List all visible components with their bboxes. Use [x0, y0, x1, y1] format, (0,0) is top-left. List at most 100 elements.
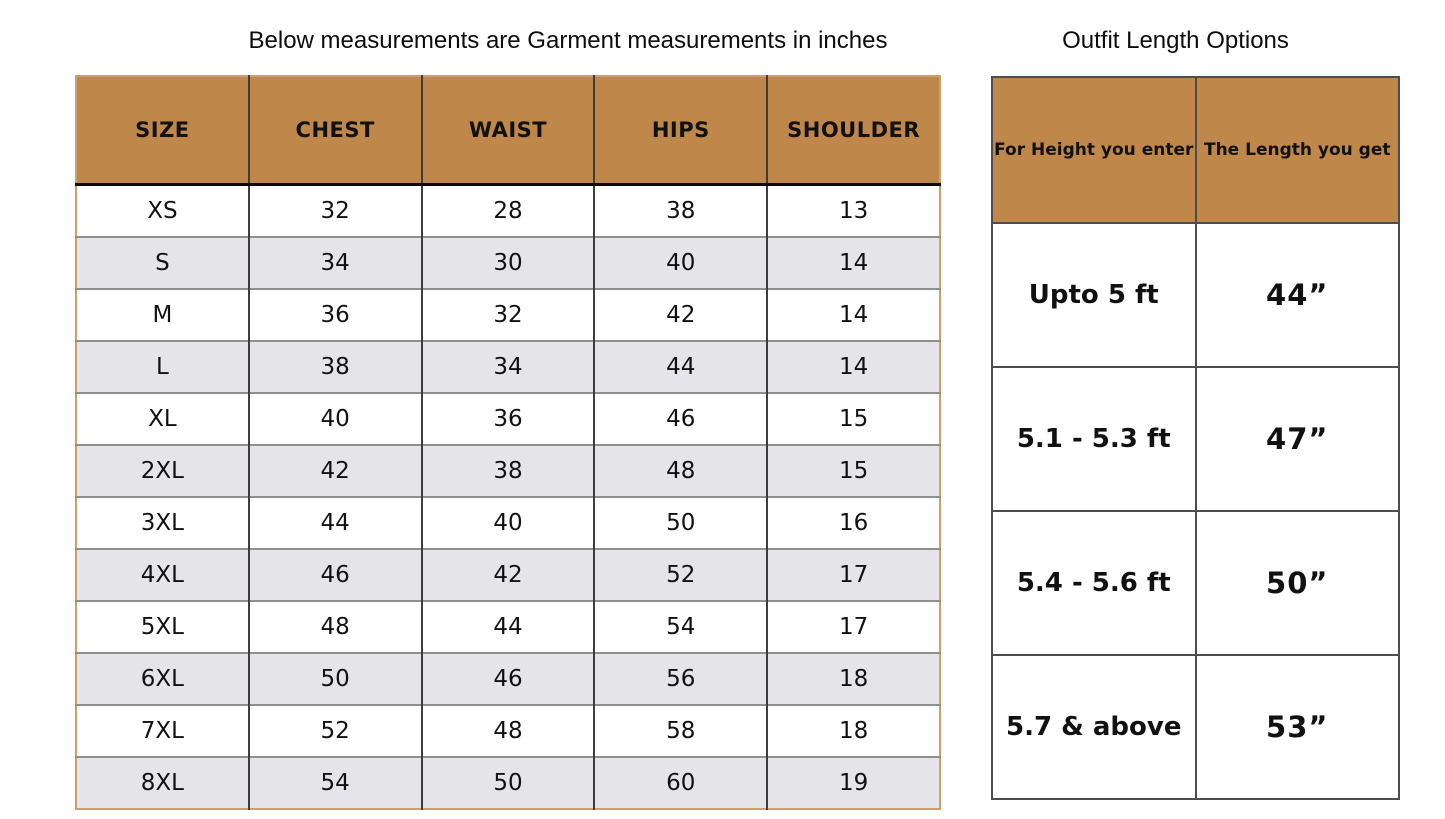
col-header-size: SIZE — [76, 76, 249, 186]
table-cell: 42 — [247, 444, 422, 497]
table-cell: 48 — [420, 704, 595, 757]
table-row: 5XL 48 44 54 17 — [76, 600, 940, 653]
table-cell: 17 — [766, 548, 940, 601]
table-cell: 53” — [1194, 654, 1400, 800]
table-cell: XL — [76, 392, 249, 445]
table-cell: 44 — [593, 340, 768, 393]
table-cell: 32 — [247, 184, 422, 237]
table-cell: 42 — [420, 548, 595, 601]
table-cell: 44” — [1194, 222, 1400, 368]
table-cell: 58 — [593, 704, 768, 757]
col-header-chest: CHEST — [247, 76, 422, 186]
col-header-length-you-get: The Length you get — [1194, 76, 1400, 224]
table-cell: Upto 5 ft — [991, 222, 1197, 368]
table-row: 5.7 & above 53” — [991, 654, 1400, 800]
table-cell: 7XL — [76, 704, 249, 757]
table-cell: 56 — [593, 652, 768, 705]
col-header-shoulder: SHOULDER — [766, 76, 940, 186]
table-cell: 18 — [766, 652, 940, 705]
table-cell: 44 — [247, 496, 422, 549]
table-cell: 34 — [420, 340, 595, 393]
table-cell: 32 — [420, 288, 595, 341]
table-cell: 40 — [420, 496, 595, 549]
table-cell: 52 — [593, 548, 768, 601]
col-header-waist: WAIST — [420, 76, 595, 186]
table-cell: 5.1 - 5.3 ft — [991, 366, 1197, 512]
garment-table-body: XS 32 28 38 13 S 34 30 40 14 M 36 32 42 14 L 38 34 44 14 XL 4… — [76, 184, 940, 809]
table-cell: 5XL — [76, 600, 249, 653]
table-cell: 48 — [247, 600, 422, 653]
table-cell: 14 — [766, 288, 940, 341]
table-cell: 5.7 & above — [991, 654, 1197, 800]
table-cell: 36 — [420, 392, 595, 445]
table-cell: 8XL — [76, 756, 249, 809]
table-cell: 28 — [420, 184, 595, 237]
table-cell: 13 — [766, 184, 940, 237]
table-row: 6XL 50 46 56 18 — [76, 652, 940, 705]
table-row: 2XL 42 38 48 15 — [76, 444, 940, 497]
table-row: XL 40 36 46 15 — [76, 392, 940, 445]
table-cell: 46 — [247, 548, 422, 601]
table-row: 4XL 46 42 52 17 — [76, 548, 940, 601]
table-cell: 46 — [593, 392, 768, 445]
table-cell: 30 — [420, 236, 595, 289]
col-header-height-you-enter: For Height you enter — [991, 76, 1197, 224]
table-row: 8XL 54 50 60 19 — [76, 756, 940, 809]
table-row: Upto 5 ft 44” — [991, 222, 1400, 368]
table-cell: 2XL — [76, 444, 249, 497]
table-cell: 50” — [1194, 510, 1400, 656]
table-row: M 36 32 42 14 — [76, 288, 940, 341]
table-row: S 34 30 40 14 — [76, 236, 940, 289]
table-row: L 38 34 44 14 — [76, 340, 940, 393]
outfit-length-table: For Height you enter The Length you get … — [991, 76, 1400, 800]
table-cell: XS — [76, 184, 249, 237]
garment-table-title: Below measurements are Garment measureme… — [248, 27, 888, 54]
length-header-row: For Height you enter The Length you get — [991, 76, 1400, 224]
garment-header-row: SIZE CHEST WAIST HIPS SHOULDER — [76, 76, 940, 186]
table-cell: 48 — [593, 444, 768, 497]
table-cell: 44 — [420, 600, 595, 653]
table-cell: 14 — [766, 340, 940, 393]
table-cell: 47” — [1194, 366, 1400, 512]
table-cell: M — [76, 288, 249, 341]
garment-measurements-table: SIZE CHEST WAIST HIPS SHOULDER XS 32 28 38 1… — [75, 75, 941, 810]
table-cell: 46 — [420, 652, 595, 705]
table-cell: 40 — [593, 236, 768, 289]
table-cell: 38 — [420, 444, 595, 497]
table-cell: 16 — [766, 496, 940, 549]
table-cell: 36 — [247, 288, 422, 341]
table-cell: 40 — [247, 392, 422, 445]
table-cell: 54 — [247, 756, 422, 809]
table-cell: 52 — [247, 704, 422, 757]
table-cell: 38 — [593, 184, 768, 237]
table-cell: 15 — [766, 392, 940, 445]
outfit-length-table-body: Upto 5 ft 44” 5.1 - 5.3 ft 47” 5.4 - 5.6 ft 5… — [991, 222, 1400, 800]
table-row: XS 32 28 38 13 — [76, 184, 940, 237]
table-row: 7XL 52 48 58 18 — [76, 704, 940, 757]
col-header-hips: HIPS — [593, 76, 768, 186]
table-cell: 17 — [766, 600, 940, 653]
table-cell: 5.4 - 5.6 ft — [991, 510, 1197, 656]
table-cell: 4XL — [76, 548, 249, 601]
table-cell: L — [76, 340, 249, 393]
table-cell: 3XL — [76, 496, 249, 549]
table-cell: 14 — [766, 236, 940, 289]
table-row: 5.1 - 5.3 ft 47” — [991, 366, 1400, 512]
table-cell: 15 — [766, 444, 940, 497]
table-cell: 6XL — [76, 652, 249, 705]
table-cell: 18 — [766, 704, 940, 757]
table-cell: 38 — [247, 340, 422, 393]
table-row: 5.4 - 5.6 ft 50” — [991, 510, 1400, 656]
table-cell: 42 — [593, 288, 768, 341]
table-cell: 19 — [766, 756, 940, 809]
table-row: 3XL 44 40 50 16 — [76, 496, 940, 549]
table-cell: 54 — [593, 600, 768, 653]
table-cell: S — [76, 236, 249, 289]
outfit-length-title: Outfit Length Options — [1062, 27, 1289, 54]
table-cell: 34 — [247, 236, 422, 289]
table-cell: 50 — [247, 652, 422, 705]
table-cell: 50 — [593, 496, 768, 549]
table-cell: 60 — [593, 756, 768, 809]
table-cell: 50 — [420, 756, 595, 809]
